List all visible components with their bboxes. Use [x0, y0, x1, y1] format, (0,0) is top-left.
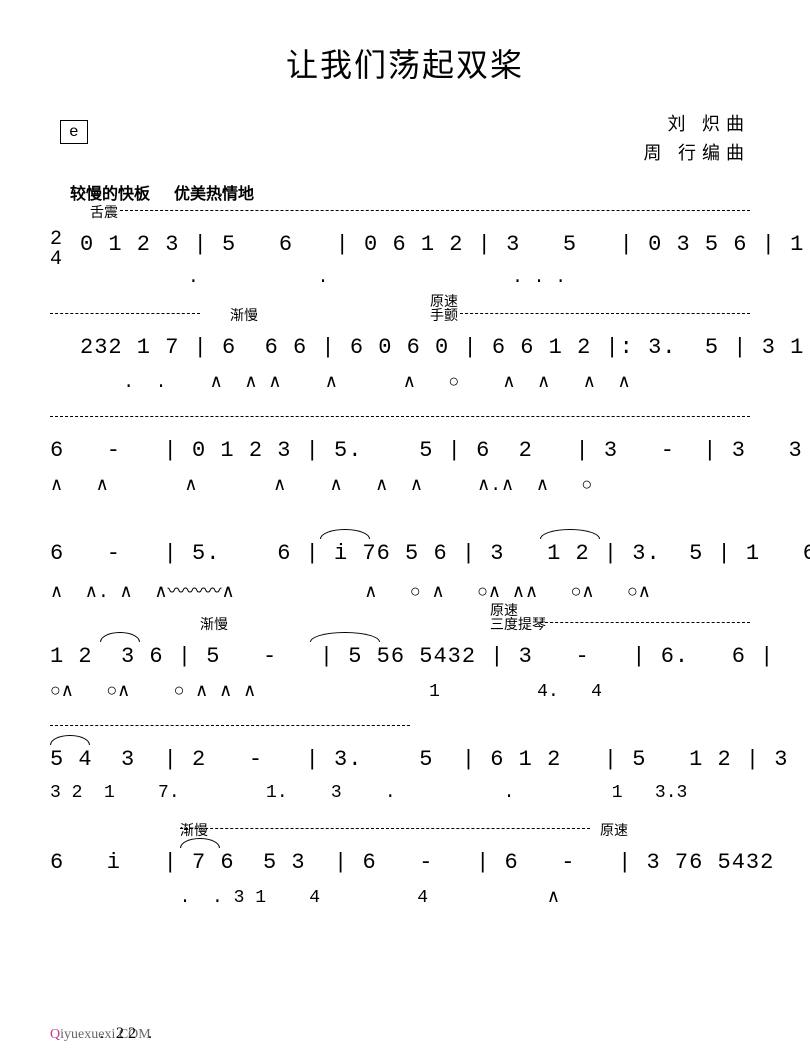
notes-row: 6 - | 5. 6 | i 76 5 6 | 3 1 2 | 3. 5 | 1… — [50, 541, 760, 566]
annotation-mid: 渐慢 — [180, 820, 208, 840]
score-line: 渐慢 原速 6 i | 7 6 5 3 | 6 - | 6 - | 3 76 5… — [50, 838, 760, 933]
time-signature: 2 4 — [50, 230, 62, 270]
dash-line — [50, 725, 410, 726]
dash-line — [120, 210, 750, 211]
annotation-right: 原速 — [600, 820, 628, 840]
dash-line — [460, 313, 750, 314]
annotation-mid: 渐慢 — [200, 614, 228, 634]
annotation-right3: 三度提琴 — [490, 614, 546, 634]
score-line: 5 4 3 | 2 - | 3. 5 | 6 1 2 | 5 1 2 | 3 5… — [50, 735, 760, 830]
notes-row: 0 1 2 3 | 5 6 | 0 6 1 2 | 3 5 | 0 3 5 6 … — [80, 232, 760, 257]
marks-row: . . . . . — [80, 268, 760, 288]
notes-row: 232 1 7 | 6 6 6 | 6 0 6 0 | 6 6 1 2 |: 3… — [80, 335, 760, 360]
marks-row: 3 2 1 7. 1. 3 . . 1 3.3 — [50, 783, 760, 803]
time-sig-bottom: 4 — [50, 250, 62, 270]
score-line: 6 - | 0 1 2 3 | 5. 5 | 6 2 | 3 - | 3 3 5… — [50, 426, 760, 521]
marks-row: ○∧ ○∧ ○ ∧ ∧ ∧ 1 4. 4 — [50, 680, 760, 702]
slur-mark — [320, 529, 370, 539]
key-indicator: e — [60, 120, 88, 144]
notes-row: 6 - | 0 1 2 3 | 5. 5 | 6 2 | 3 - | 3 3 5 — [50, 438, 760, 463]
notes-row: 6 i | 7 6 5 3 | 6 - | 6 - | 3 76 5432 — [50, 850, 760, 875]
score-line: 6 - | 5. 6 | i 76 5 6 | 3 1 2 | 3. 5 | 1… — [50, 529, 760, 624]
marks-row: . . ∧ ∧ ∧ ∧ ∧ ○ ∧ ∧ ∧ ∧ — [80, 371, 760, 393]
annotation-left: 舌震 — [90, 202, 118, 222]
dash-line — [180, 828, 590, 829]
slur-mark — [540, 529, 600, 539]
slur-mark — [100, 632, 140, 642]
annotation-right2: 手颤 — [430, 305, 458, 325]
score-line: 渐慢 原速 三度提琴 1 2 3 6 | 5 - | 5 56 5432 | 3… — [50, 632, 760, 727]
score-line: 舌震 2 4 0 1 2 3 | 5 6 | 0 6 1 2 | 3 5 | 0… — [50, 220, 760, 315]
page-marker: . 22 . — [100, 1025, 156, 1043]
slur-mark — [310, 632, 380, 642]
slur-mark — [50, 735, 90, 745]
credits-block: 刘 炽曲 周 行编曲 — [644, 110, 751, 168]
score-line: 渐慢 原速 手颤 232 1 7 | 6 6 6 | 6 0 6 0 | 6 6… — [50, 323, 760, 418]
dash-line — [50, 416, 750, 417]
score-title: 让我们荡起双桨 — [50, 40, 760, 86]
tempo-label-2: 优美热情地 — [174, 186, 254, 203]
time-sig-top: 2 — [50, 230, 62, 250]
notes-row: 5 4 3 | 2 - | 3. 5 | 6 1 2 | 5 1 2 | 3 5… — [50, 747, 760, 772]
dash-line — [540, 622, 750, 623]
annotation-mid: 渐慢 — [230, 305, 258, 325]
slur-mark — [180, 838, 220, 848]
dash-line — [50, 313, 200, 314]
notes-row: 1 2 3 6 | 5 - | 5 56 5432 | 3 - | 6. 6 | — [50, 644, 760, 669]
composer-credit: 刘 炽曲 — [644, 110, 751, 139]
arranger-credit: 周 行编曲 — [644, 139, 751, 168]
marks-row: ∧ ∧ ∧ ∧ ∧ ∧ ∧ ∧.∧ ∧ ○ — [50, 474, 760, 496]
marks-row: ∧ ∧. ∧ ∧〰〰〰∧ ∧ ○ ∧ ○∧ ∧∧ ○∧ ○∧ — [50, 577, 760, 603]
score-area: 舌震 2 4 0 1 2 3 | 5 6 | 0 6 1 2 | 3 5 | 0… — [50, 220, 760, 941]
tempo-label-1: 较慢的快板 — [70, 186, 150, 203]
tempo-labels: 较慢的快板 优美热情地 — [70, 180, 274, 204]
marks-row: . . 3 1 4 4 ∧ — [50, 886, 760, 908]
watermark-q: Q — [50, 1027, 60, 1042]
